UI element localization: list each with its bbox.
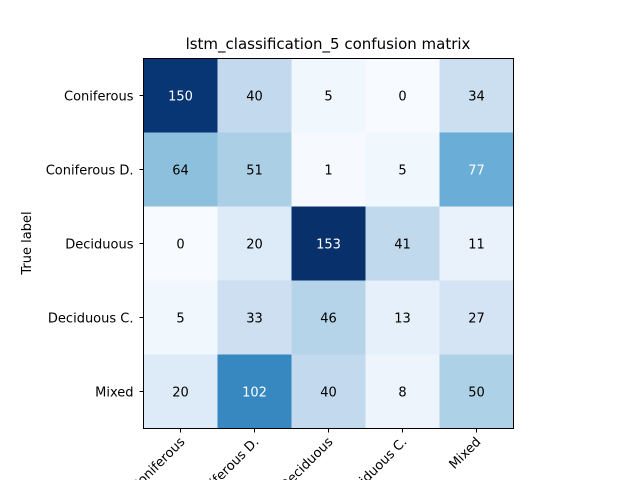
matrix-cells — [143, 58, 514, 429]
matrix-cell-r1-c2 — [291, 132, 366, 207]
y-tick-label: Coniferous — [64, 90, 134, 105]
y-tick-label: Mixed — [95, 386, 133, 401]
matrix-cell-r2-c2 — [291, 206, 366, 281]
matrix-cell-r2-c0 — [143, 206, 218, 281]
matrix-cell-r2-c1 — [217, 206, 292, 281]
cell-value-r4-c2: 40 — [320, 386, 337, 401]
x-axis-ticks: Coniferous Coniferous D. Deciduous Deciduou… — [129, 428, 485, 480]
y-axis-label: True label — [20, 211, 35, 275]
y-tick-label: Deciduous — [65, 238, 133, 253]
matrix-cell-r3-c4 — [439, 280, 514, 355]
cell-value-r1-c4: 77 — [468, 164, 485, 179]
cell-value-r2-c1: 20 — [246, 238, 263, 253]
matrix-cell-r3-c3 — [365, 280, 440, 355]
cell-value-r3-c3: 13 — [394, 312, 411, 327]
matrix-cell-r1-c1 — [217, 132, 292, 207]
matrix-cell-r1-c0 — [143, 132, 218, 207]
matrix-cell-r0-c3 — [365, 58, 440, 133]
cell-value-r1-c0: 64 — [172, 164, 189, 179]
cell-value-r0-c1: 40 — [246, 90, 263, 105]
cell-value-r3-c4: 27 — [468, 312, 485, 327]
matrix-cell-r3-c1 — [217, 280, 292, 355]
matrix-cell-r4-c2 — [291, 354, 366, 429]
y-tick-label: Coniferous D. — [46, 164, 134, 179]
cell-value-r0-c0: 150 — [168, 90, 193, 105]
matrix-cell-r0-c1 — [217, 58, 292, 133]
cell-value-r1-c2: 1 — [324, 164, 332, 179]
x-tick-label: Mixed — [447, 435, 485, 473]
cell-value-r1-c3: 5 — [398, 164, 406, 179]
cell-value-r0-c2: 5 — [324, 90, 332, 105]
matrix-cell-r4-c0 — [143, 354, 218, 429]
y-tick-label: Deciduous C. — [48, 312, 134, 327]
matrix-cell-r2-c4 — [439, 206, 514, 281]
cell-value-r4-c3: 8 — [398, 386, 406, 401]
y-axis-ticks: Coniferous Coniferous D. Deciduous Deciduou… — [46, 90, 144, 401]
cell-value-r0-c4: 34 — [468, 90, 485, 105]
cell-value-r2-c3: 41 — [394, 238, 411, 253]
matrix-cell-r3-c0 — [143, 280, 218, 355]
matrix-cell-r0-c2 — [291, 58, 366, 133]
cell-value-r2-c4: 11 — [468, 238, 485, 253]
cell-value-r4-c4: 50 — [468, 386, 485, 401]
x-tick-label: Coniferous D. — [190, 435, 263, 480]
chart-title: lstm_classification_5 confusion matrix — [186, 35, 471, 54]
x-tick-label: Coniferous — [129, 435, 189, 480]
cell-value-r2-c0: 0 — [176, 238, 184, 253]
cell-value-r3-c2: 46 — [320, 312, 337, 327]
matrix-cell-r4-c1 — [217, 354, 292, 429]
matrix-cell-r4-c3 — [365, 354, 440, 429]
matrix-cell-r0-c0 — [143, 58, 218, 133]
cell-value-r3-c0: 5 — [176, 312, 184, 327]
x-tick-label: Deciduous — [277, 435, 336, 480]
x-tick-label: Deciduous C. — [339, 435, 410, 480]
cell-value-r2-c2: 153 — [316, 238, 341, 253]
cell-value-r4-c0: 20 — [172, 386, 189, 401]
cell-value-r0-c3: 0 — [398, 90, 406, 105]
cell-value-r3-c1: 33 — [246, 312, 263, 327]
matrix-cell-r1-c3 — [365, 132, 440, 207]
matrix-cell-r3-c2 — [291, 280, 366, 355]
cell-value-r1-c1: 51 — [246, 164, 263, 179]
cell-value-r4-c1: 102 — [242, 386, 267, 401]
matrix-cell-r1-c4 — [439, 132, 514, 207]
matrix-cell-r2-c3 — [365, 206, 440, 281]
matrix-cell-r4-c4 — [439, 354, 514, 429]
matrix-cell-r0-c4 — [439, 58, 514, 133]
